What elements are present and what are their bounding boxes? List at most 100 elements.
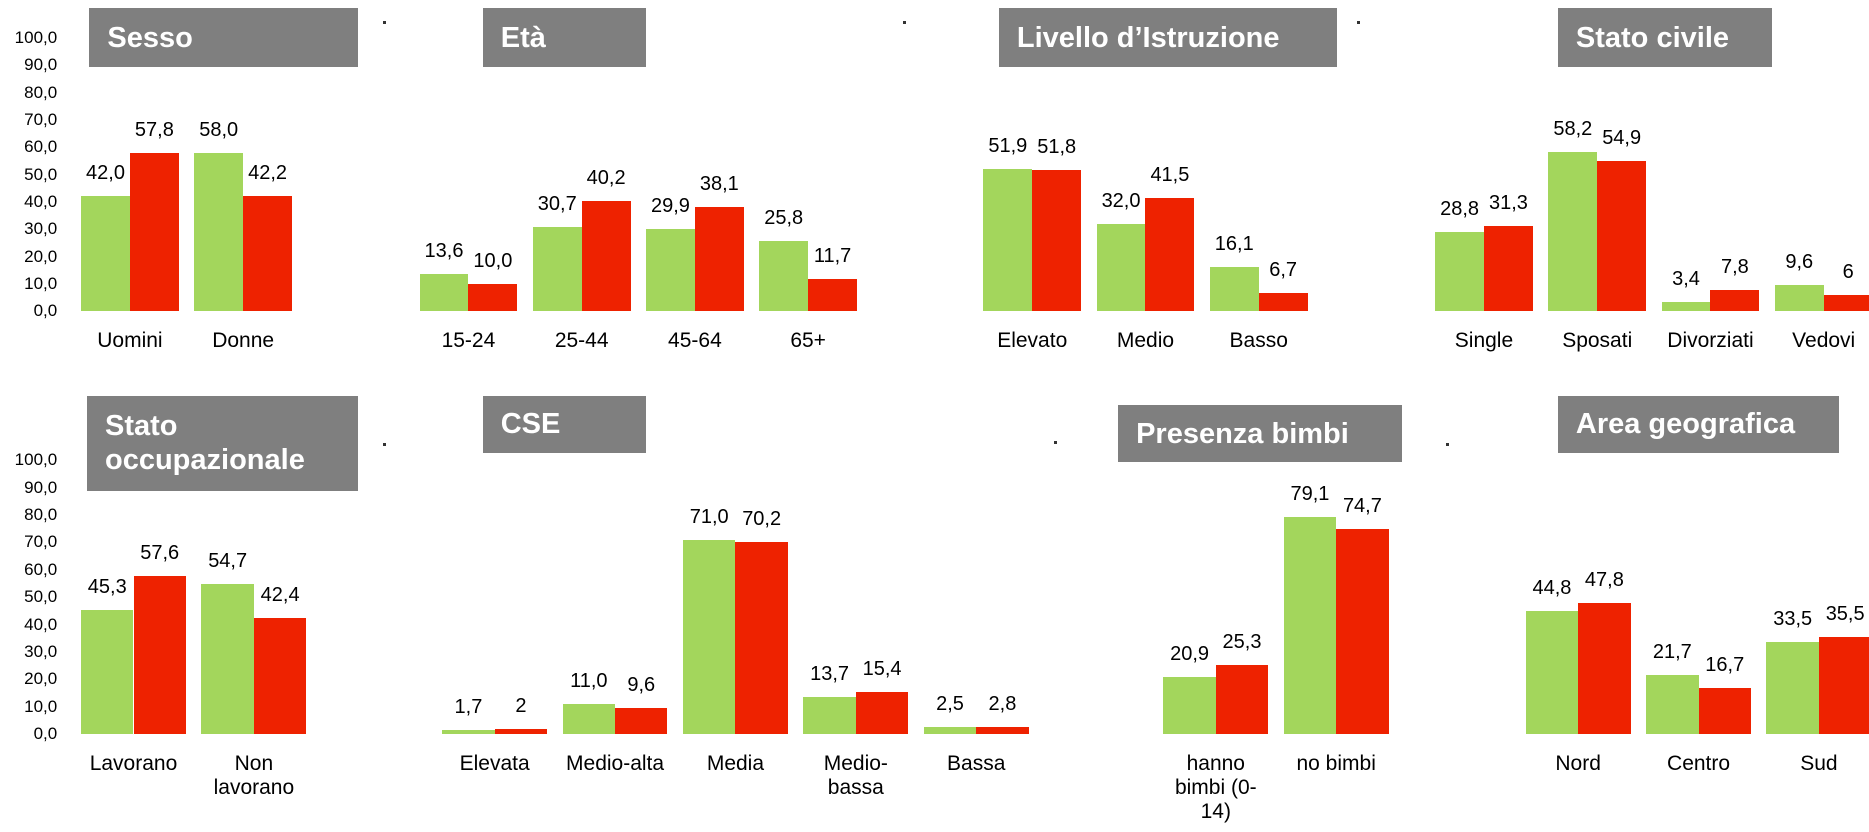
value-label: 35,5 bbox=[1825, 602, 1865, 625]
x-tick-label: Vedovi bbox=[1792, 328, 1856, 352]
value-label: 28,8 bbox=[1440, 198, 1480, 221]
value-label: 54,7 bbox=[208, 550, 248, 573]
x-tick-label: Uomini bbox=[97, 328, 163, 352]
bar bbox=[419, 273, 469, 312]
bar bbox=[1646, 674, 1699, 735]
y-tick-label: 30,0 bbox=[24, 219, 58, 239]
value-label: 57,6 bbox=[140, 542, 180, 565]
value-label: 7,8 bbox=[1720, 255, 1749, 278]
dot bbox=[1054, 441, 1057, 444]
value-label: 42,4 bbox=[260, 584, 300, 606]
chart-title: CSE bbox=[482, 395, 647, 453]
y-tick-label: 70,0 bbox=[24, 532, 58, 552]
bar bbox=[976, 726, 1029, 735]
value-label: 25,3 bbox=[1222, 630, 1262, 653]
bar bbox=[923, 727, 977, 735]
chart-title: Presenza bimbi bbox=[1118, 405, 1402, 463]
y-tick-label: 30,0 bbox=[24, 642, 58, 661]
value-label: 58,2 bbox=[1553, 118, 1593, 141]
bar bbox=[133, 576, 186, 735]
y-tick-label: 90,0 bbox=[24, 477, 58, 497]
x-tick-label: Nord bbox=[1555, 752, 1601, 776]
value-label: 51,9 bbox=[988, 135, 1028, 158]
value-label: 6,7 bbox=[1269, 258, 1298, 281]
bar bbox=[129, 153, 179, 312]
bar bbox=[1258, 292, 1308, 312]
value-label: 42,2 bbox=[248, 161, 288, 184]
value-label: 42,0 bbox=[86, 162, 125, 185]
bar bbox=[1774, 284, 1824, 312]
bar bbox=[646, 229, 695, 312]
x-tick-label: hanno bimbi (0-14) bbox=[1174, 752, 1257, 824]
y-tick-label: 70,0 bbox=[24, 110, 58, 130]
value-label: 57,8 bbox=[134, 119, 174, 142]
chart-title: Livello d’Istruzione bbox=[998, 8, 1338, 67]
x-tick-label: Medio-alta bbox=[566, 752, 665, 776]
bar bbox=[1525, 611, 1579, 735]
bar bbox=[1336, 529, 1389, 735]
x-tick-label: Media bbox=[706, 752, 765, 776]
y-tick-label: 80,0 bbox=[24, 82, 58, 102]
y-tick-label: 50,0 bbox=[24, 164, 58, 184]
x-tick-label: Sposati bbox=[1562, 328, 1633, 352]
x-tick-label: Centro bbox=[1667, 752, 1731, 776]
y-tick-label: 100,0 bbox=[14, 28, 58, 48]
y-tick-label: 20,0 bbox=[24, 669, 58, 689]
value-label: 11,7 bbox=[813, 245, 852, 268]
bar bbox=[1548, 152, 1598, 312]
bar bbox=[694, 207, 744, 312]
value-label: 31,3 bbox=[1488, 191, 1528, 214]
value-label: 25,8 bbox=[764, 206, 804, 229]
value-label: 20,9 bbox=[1170, 642, 1210, 665]
value-label: 79,1 bbox=[1290, 483, 1330, 506]
bar bbox=[1578, 603, 1631, 735]
value-label: 58,0 bbox=[199, 118, 239, 141]
bar bbox=[81, 196, 130, 312]
bar bbox=[1823, 294, 1869, 312]
bar bbox=[759, 240, 809, 312]
value-label: 30,7 bbox=[537, 193, 577, 216]
y-tick-label: 10,0 bbox=[24, 696, 58, 716]
x-tick-label: 45-64 bbox=[668, 328, 722, 352]
bar bbox=[615, 707, 668, 735]
x-tick-label: Basso bbox=[1229, 328, 1288, 352]
bar bbox=[194, 152, 244, 312]
x-tick-label: 25-44 bbox=[554, 328, 609, 352]
y-tick-label: 100,0 bbox=[14, 450, 58, 470]
y-tick-label: 90,0 bbox=[24, 55, 58, 75]
dot bbox=[383, 21, 386, 24]
bar bbox=[532, 227, 582, 312]
bar bbox=[1163, 676, 1216, 735]
bar bbox=[1032, 169, 1082, 312]
bar bbox=[243, 195, 293, 312]
x-tick-label: Single bbox=[1454, 328, 1514, 352]
bar bbox=[682, 539, 736, 735]
bar bbox=[1766, 642, 1819, 735]
dot bbox=[1357, 21, 1360, 24]
bar bbox=[1698, 688, 1751, 735]
value-label: 6 bbox=[1842, 260, 1854, 283]
value-label: 11,0 bbox=[570, 670, 608, 693]
bar bbox=[581, 201, 631, 312]
bar bbox=[803, 696, 856, 735]
bar bbox=[1096, 223, 1146, 312]
y-tick-label: 40,0 bbox=[24, 614, 58, 634]
value-label: 13,7 bbox=[810, 662, 850, 685]
value-label: 16,1 bbox=[1214, 233, 1254, 256]
value-label: 21,7 bbox=[1652, 640, 1692, 663]
value-label: 3,4 bbox=[1672, 267, 1700, 290]
value-label: 9,6 bbox=[1785, 250, 1814, 273]
value-label: 10,0 bbox=[473, 249, 513, 272]
bar bbox=[1215, 664, 1269, 735]
bar bbox=[201, 584, 254, 735]
bar bbox=[81, 610, 134, 735]
y-tick-label: 0,0 bbox=[33, 724, 58, 744]
x-tick-label: Medio-bassa bbox=[823, 752, 888, 800]
bar bbox=[253, 618, 307, 735]
bar bbox=[735, 541, 788, 735]
value-label: 74,7 bbox=[1342, 495, 1382, 518]
y-tick-label: 60,0 bbox=[24, 559, 58, 579]
bar bbox=[855, 692, 909, 735]
bar bbox=[1209, 267, 1259, 312]
